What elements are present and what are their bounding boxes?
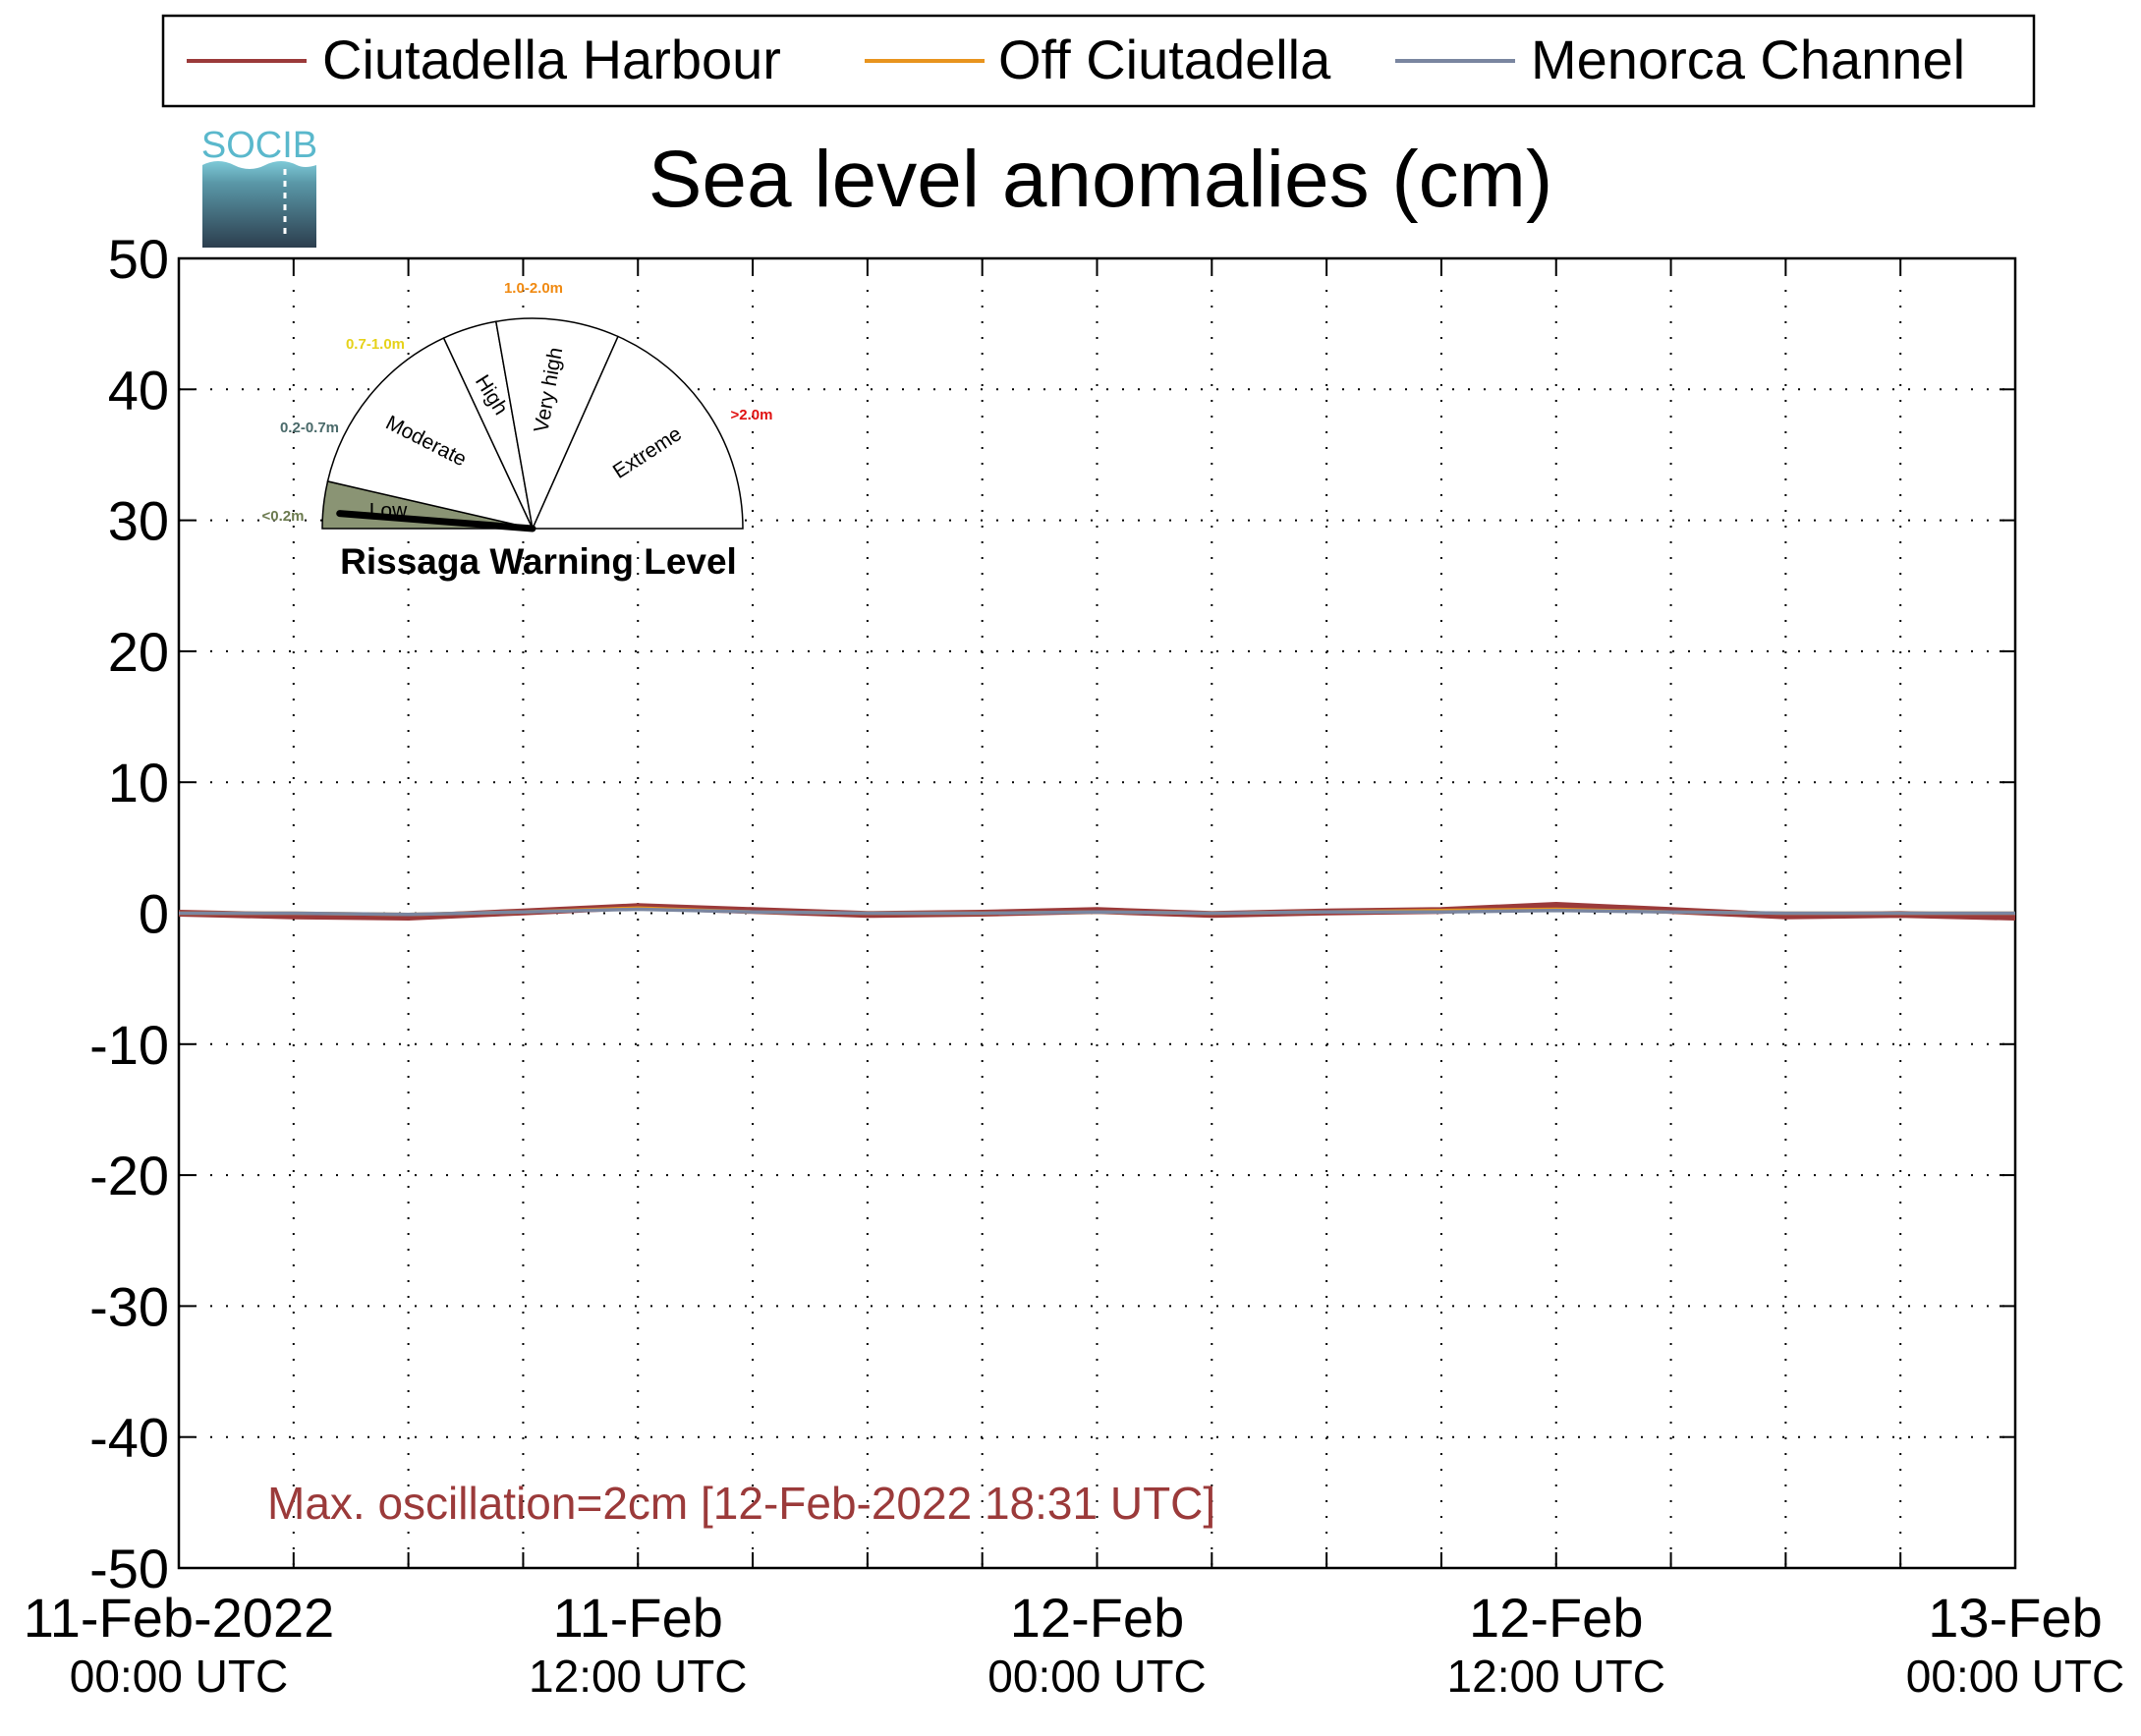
x-tick-label-date: 13-Feb — [1928, 1587, 2102, 1649]
series-lines — [178, 902, 2016, 921]
x-tick-label-date: 12-Feb — [1010, 1587, 1184, 1649]
gauge-sector-extreme — [531, 335, 744, 530]
x-tick-label-time: 00:00 UTC — [1906, 1651, 2124, 1702]
chart-title: Sea level anomalies (cm) — [648, 135, 1553, 224]
y-tick-label: 20 — [108, 621, 169, 683]
y-tick-label: -30 — [89, 1275, 169, 1337]
legend-label-ciutadella-harbour: Ciutadella Harbour — [322, 28, 781, 90]
y-tick-label: 10 — [108, 752, 169, 813]
logo-text: SOCIB — [201, 125, 317, 166]
x-tick-label-date: 11-Feb — [553, 1587, 723, 1649]
y-tick-label: -40 — [89, 1407, 169, 1469]
y-tick-label: 30 — [108, 490, 169, 552]
plot-area — [177, 256, 2017, 1570]
gauge-range-low: <0.2m — [262, 508, 305, 525]
y-axis-tick-labels: 50 40 30 20 10 0 -10 -20 -30 -40 -50 — [89, 228, 169, 1599]
y-tick-label: 50 — [108, 228, 169, 290]
series-line-menorca-channel — [179, 907, 2015, 917]
x-tick-label-date: 11-Feb-2022 — [24, 1587, 335, 1649]
x-tick-label-date: 12-Feb — [1469, 1587, 1643, 1649]
gauge-range-moderate: 0.2-0.7m — [280, 420, 339, 436]
x-tick-label-time: 00:00 UTC — [70, 1651, 288, 1702]
rissaga-warning-gauge: Low<0.2mModerate0.2-0.7mHigh0.7-1.0mVery… — [262, 280, 773, 582]
y-tick-label: 0 — [139, 883, 169, 945]
y-tick-label: -10 — [89, 1014, 169, 1076]
legend: Ciutadella Harbour Off Ciutadella Menorc… — [161, 14, 2036, 108]
gauge-range-extreme: >2.0m — [731, 407, 773, 423]
gauge-needle — [336, 510, 536, 532]
gauge-range-very-high: 1.0-2.0m — [504, 280, 563, 297]
legend-label-off-ciutadella: Off Ciutadella — [998, 28, 1331, 90]
gauge-sector-very-high — [494, 317, 619, 532]
x-tick-label-time: 12:00 UTC — [529, 1651, 747, 1702]
legend-box — [161, 14, 2036, 108]
x-tick-label-time: 00:00 UTC — [987, 1651, 1206, 1702]
legend-label-menorca-channel: Menorca Channel — [1531, 28, 1965, 90]
gauge-range-high: 0.7-1.0m — [346, 336, 405, 353]
gauge-sector-moderate — [326, 337, 535, 531]
x-tick-label-time: 12:00 UTC — [1447, 1651, 1665, 1702]
y-tick-label: -50 — [89, 1538, 169, 1599]
y-tick-label: -20 — [89, 1145, 169, 1206]
logo-wave — [202, 161, 316, 248]
y-tick-label: 40 — [108, 359, 169, 420]
gauge-title: Rissaga Warning Level — [340, 541, 737, 582]
max-oscillation-annotation: Max. oscillation=2cm [12-Feb-2022 18:31 … — [267, 1478, 1215, 1529]
socib-logo: SOCIB — [201, 125, 317, 248]
